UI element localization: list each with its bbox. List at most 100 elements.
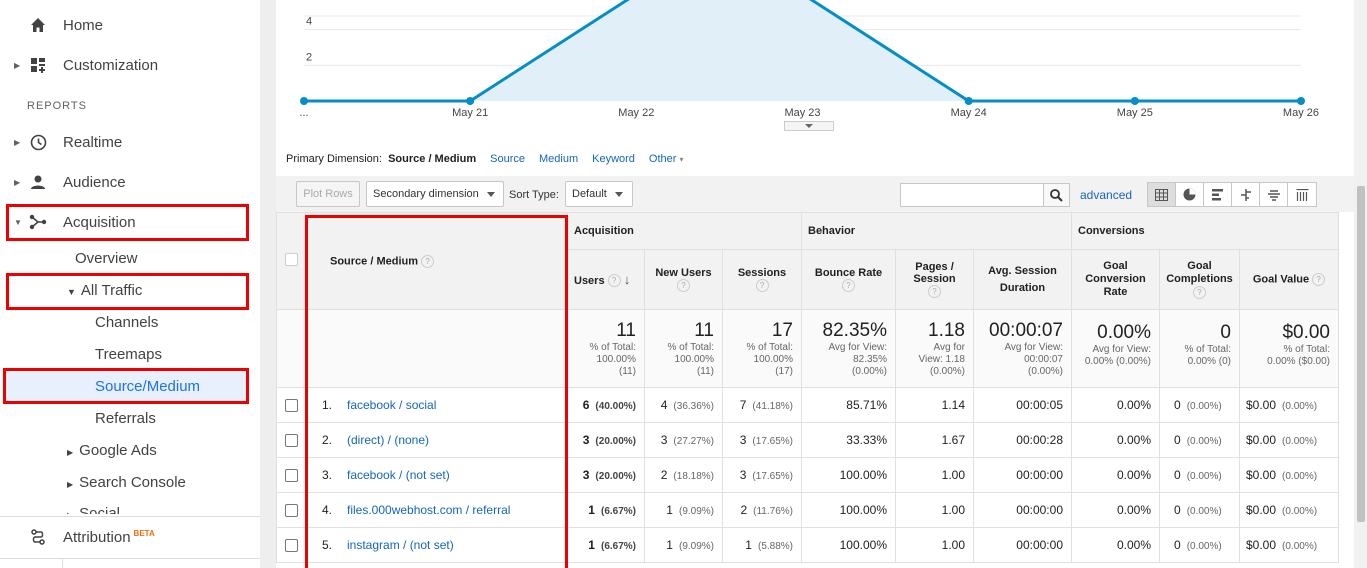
row-index: 1.: [322, 398, 333, 412]
nav-overview[interactable]: Overview: [75, 250, 138, 267]
sessions-cell: 3 (17.65%): [722, 422, 802, 458]
expand-arrow-icon: ▶: [14, 137, 21, 147]
nav-all-traffic[interactable]: ▼ All Traffic: [67, 282, 142, 299]
dimension-source-link[interactable]: Source: [490, 153, 525, 165]
group-conversions: Conversions: [1071, 212, 1339, 250]
nav-attribution-label: Attribution BETA: [63, 529, 155, 546]
help-icon[interactable]: ?: [1312, 273, 1326, 286]
source-medium-link[interactable]: facebook / social: [347, 398, 437, 412]
highlight-box: [3, 368, 249, 404]
header-group-row: Source / Medium ? Acquisition Behavior C…: [276, 212, 1339, 310]
column-sessions[interactable]: Sessions?: [722, 249, 802, 310]
pie-view-icon[interactable]: [1176, 183, 1204, 206]
sessions-value: 7: [739, 398, 747, 412]
help-icon[interactable]: ?: [677, 279, 690, 292]
pages-session-cell: 1.00: [895, 527, 974, 563]
column-new-users[interactable]: New Users?: [644, 249, 723, 310]
source-medium-link[interactable]: instagram / (not set): [347, 538, 454, 552]
users-cell: 1 (6.67%): [567, 492, 645, 528]
nav-home[interactable]: Home: [0, 7, 260, 43]
data-point[interactable]: [300, 97, 308, 105]
sort-descending-icon[interactable]: ↓: [623, 271, 631, 287]
column-pages-session[interactable]: Pages / Session?: [895, 249, 974, 310]
nav-realtime[interactable]: ▶ Realtime: [0, 124, 260, 160]
term-cloud-view-icon[interactable]: [1260, 183, 1288, 206]
row-checkbox[interactable]: [284, 399, 298, 413]
table-view-icon[interactable]: [1148, 183, 1176, 206]
column-goal-value[interactable]: Goal Value ?: [1239, 249, 1339, 310]
sort-type-dropdown[interactable]: Default: [565, 181, 633, 207]
secondary-dimension-dropdown[interactable]: Secondary dimension: [366, 181, 504, 207]
pivot-view-icon[interactable]: [1288, 183, 1316, 206]
search-button[interactable]: [1043, 184, 1069, 206]
users-cell: 3 (20.00%): [567, 457, 645, 493]
dimension-keyword-link[interactable]: Keyword: [592, 153, 635, 165]
help-icon[interactable]: ?: [607, 274, 621, 288]
scrollbar-thumb[interactable]: [1357, 186, 1365, 522]
data-point[interactable]: [1297, 97, 1305, 105]
row-checkbox[interactable]: [284, 539, 298, 553]
data-point[interactable]: [964, 97, 973, 105]
select-all-checkbox[interactable]: [284, 253, 298, 266]
nav-attribution[interactable]: Attribution BETA: [0, 519, 260, 555]
row-checkbox[interactable]: [284, 504, 298, 518]
goal-value-pct: (0.00%): [1282, 436, 1318, 447]
table-row: 5. instagram / (not set) 1 (6.67%) 1 (9.09%) 1…: [276, 527, 1339, 563]
nav-customization[interactable]: ▶ Customization: [0, 47, 260, 83]
nav-google-ads[interactable]: ▶ Google Ads: [67, 442, 157, 459]
source-medium-link[interactable]: files.000webhost.com / referral: [347, 503, 511, 517]
sessions-pct: (17.65%): [752, 436, 793, 447]
plot-rows-button[interactable]: Plot Rows: [296, 181, 360, 207]
row-checkbox[interactable]: [284, 469, 298, 483]
data-point[interactable]: [1130, 97, 1139, 105]
help-icon[interactable]: ?: [755, 279, 769, 292]
source-medium-link[interactable]: (direct) / (none): [347, 433, 430, 447]
help-icon[interactable]: ?: [928, 285, 941, 298]
sessions-cell: 2 (11.76%): [722, 492, 802, 528]
nav-audience[interactable]: ▶ Audience: [0, 164, 260, 200]
total-pages-session: 1.18 Avg for View: 1.18 (0.00%): [895, 309, 974, 388]
column-goal-conversion-rate[interactable]: Goal Conversion Rate: [1071, 249, 1160, 310]
source-medium-link[interactable]: facebook / (not set): [347, 468, 450, 482]
dimension-medium-link[interactable]: Medium: [538, 153, 579, 165]
column-goal-completions[interactable]: Goal Completions?: [1159, 249, 1240, 310]
help-icon[interactable]: ?: [421, 254, 435, 268]
nav-source-medium-bg: [6, 369, 249, 404]
pages-session-cell: 1.67: [895, 422, 974, 458]
acquisition-icon: [28, 212, 48, 232]
total-sub: % of Total:: [1184, 344, 1231, 355]
help-icon[interactable]: ?: [842, 279, 855, 292]
nav-referrals[interactable]: Referrals: [95, 410, 156, 427]
nav-search-console[interactable]: ▶ Search Console: [67, 474, 186, 491]
column-avg-session-duration[interactable]: Avg. Session Duration: [973, 249, 1072, 310]
nav-source-medium[interactable]: Source/Medium: [95, 378, 201, 395]
search-input[interactable]: [901, 184, 1041, 206]
chart-toggle-button[interactable]: [784, 121, 834, 131]
advanced-filter-link[interactable]: advanced: [1080, 188, 1133, 202]
total-sub: 100.00%: [753, 353, 793, 365]
data-point[interactable]: [466, 97, 475, 105]
column-source-medium[interactable]: Source / Medium ?: [305, 212, 568, 310]
row-checkbox[interactable]: [284, 434, 298, 448]
nav-realtime-label: Realtime: [63, 133, 123, 151]
bar-view-icon[interactable]: [1204, 183, 1232, 206]
column-bounce-rate[interactable]: Bounce Rate?: [801, 249, 896, 310]
comparison-view-icon[interactable]: [1232, 183, 1260, 206]
nav-treemaps[interactable]: Treemaps: [95, 346, 162, 363]
goal-value-pct: (0.00%): [1282, 506, 1318, 517]
total-value: 00:00:07: [989, 319, 1063, 341]
new-users-pct: (18.18%): [673, 471, 714, 482]
nav-channels[interactable]: Channels: [95, 314, 159, 331]
sessions-value: 1: [745, 538, 752, 552]
chevron-down-icon: [614, 191, 623, 197]
users-cell: 3 (20.00%): [567, 422, 645, 458]
users-pct: (20.00%): [595, 436, 636, 447]
nav-acquisition[interactable]: ▼ Acquisition: [0, 204, 260, 240]
row-index: 2.: [322, 433, 333, 447]
dimension-other-dropdown[interactable]: Other ▾: [649, 153, 684, 165]
column-users[interactable]: Users ? ↓: [567, 249, 645, 310]
help-icon[interactable]: ?: [1193, 286, 1206, 299]
nav-social[interactable]: ▶ Social: [67, 505, 120, 514]
sessions-pct: (11.76%): [753, 506, 793, 517]
source-medium-cell: 2. (direct) / (none): [305, 422, 568, 458]
